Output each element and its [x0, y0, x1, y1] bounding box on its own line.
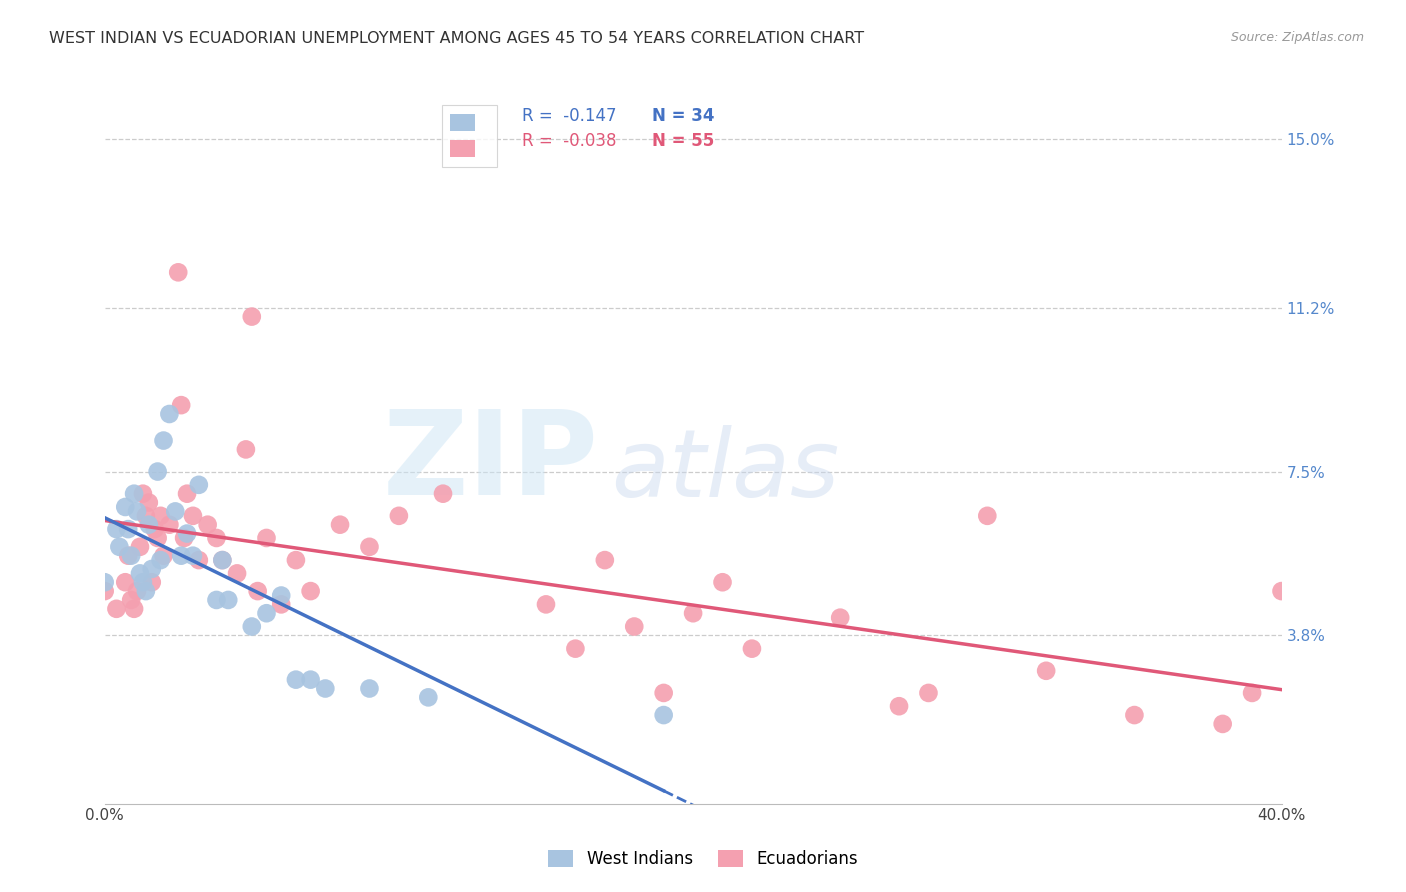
Point	[132, 575, 155, 590]
Point	[830, 610, 852, 624]
Point	[652, 708, 675, 723]
Point	[211, 553, 233, 567]
Point	[1212, 717, 1234, 731]
Point	[138, 495, 160, 509]
Point	[593, 553, 616, 567]
Point	[1123, 708, 1146, 723]
Point	[181, 508, 204, 523]
Point	[534, 598, 557, 612]
Point	[125, 504, 148, 518]
Point	[114, 500, 136, 514]
Point	[120, 593, 142, 607]
Point	[359, 681, 381, 696]
Point	[117, 549, 139, 563]
Point	[270, 598, 292, 612]
Point	[157, 407, 180, 421]
Point	[299, 673, 322, 687]
Point	[299, 584, 322, 599]
Text: ZIP: ZIP	[382, 406, 599, 520]
Point	[167, 265, 190, 279]
Text: WEST INDIAN VS ECUADORIAN UNEMPLOYMENT AMONG AGES 45 TO 54 YEARS CORRELATION CHA: WEST INDIAN VS ECUADORIAN UNEMPLOYMENT A…	[49, 31, 865, 46]
Point	[170, 549, 193, 563]
Point	[146, 531, 169, 545]
Point	[135, 508, 157, 523]
Point	[270, 589, 292, 603]
Point	[432, 486, 454, 500]
Point	[105, 522, 128, 536]
Point	[711, 575, 734, 590]
Point	[129, 566, 152, 581]
Point	[314, 681, 336, 696]
Point	[120, 549, 142, 563]
Point	[125, 584, 148, 599]
Point	[329, 517, 352, 532]
Text: Source: ZipAtlas.com: Source: ZipAtlas.com	[1230, 31, 1364, 45]
Point	[256, 531, 278, 545]
Point	[117, 522, 139, 536]
Point	[226, 566, 249, 581]
Point	[564, 641, 586, 656]
Point	[652, 686, 675, 700]
Point	[388, 508, 411, 523]
Point	[149, 508, 172, 523]
Point	[122, 602, 145, 616]
Point	[246, 584, 269, 599]
Point	[143, 522, 166, 536]
Point	[1270, 584, 1292, 599]
Point	[976, 508, 998, 523]
Point	[359, 540, 381, 554]
Point	[141, 575, 163, 590]
Point	[211, 553, 233, 567]
Point	[284, 673, 307, 687]
Point	[170, 398, 193, 412]
Point	[187, 553, 209, 567]
Point	[173, 531, 195, 545]
Point	[176, 486, 198, 500]
Point	[122, 486, 145, 500]
Point	[187, 478, 209, 492]
Point	[165, 504, 187, 518]
Point	[240, 310, 263, 324]
Point	[741, 641, 763, 656]
Point	[1035, 664, 1057, 678]
Point	[181, 549, 204, 563]
Point	[256, 606, 278, 620]
Text: N = 55: N = 55	[652, 132, 714, 150]
Point	[149, 553, 172, 567]
Point	[141, 562, 163, 576]
Point	[138, 517, 160, 532]
Point	[217, 593, 239, 607]
Text: N = 34: N = 34	[652, 107, 714, 126]
Legend: West Indians, Ecuadorians: West Indians, Ecuadorians	[541, 843, 865, 875]
Point	[887, 699, 910, 714]
Point	[132, 486, 155, 500]
Point	[135, 584, 157, 599]
Point	[114, 575, 136, 590]
Point	[917, 686, 939, 700]
Point	[108, 540, 131, 554]
Point	[197, 517, 219, 532]
Point	[205, 593, 228, 607]
Point	[152, 549, 174, 563]
Point	[205, 531, 228, 545]
Text: R =  -0.147: R = -0.147	[523, 107, 617, 126]
Point	[1241, 686, 1264, 700]
Point	[146, 465, 169, 479]
Point	[129, 540, 152, 554]
Point	[152, 434, 174, 448]
Point	[93, 575, 115, 590]
Point	[93, 584, 115, 599]
Point	[235, 442, 257, 457]
Point	[418, 690, 440, 705]
Point	[105, 602, 128, 616]
Text: R =  -0.038: R = -0.038	[523, 132, 617, 150]
Point	[682, 606, 704, 620]
Text: atlas: atlas	[610, 425, 839, 516]
Point	[240, 619, 263, 633]
Point	[157, 517, 180, 532]
Point	[176, 526, 198, 541]
Point	[284, 553, 307, 567]
Legend: , : ,	[441, 105, 496, 167]
Point	[623, 619, 645, 633]
